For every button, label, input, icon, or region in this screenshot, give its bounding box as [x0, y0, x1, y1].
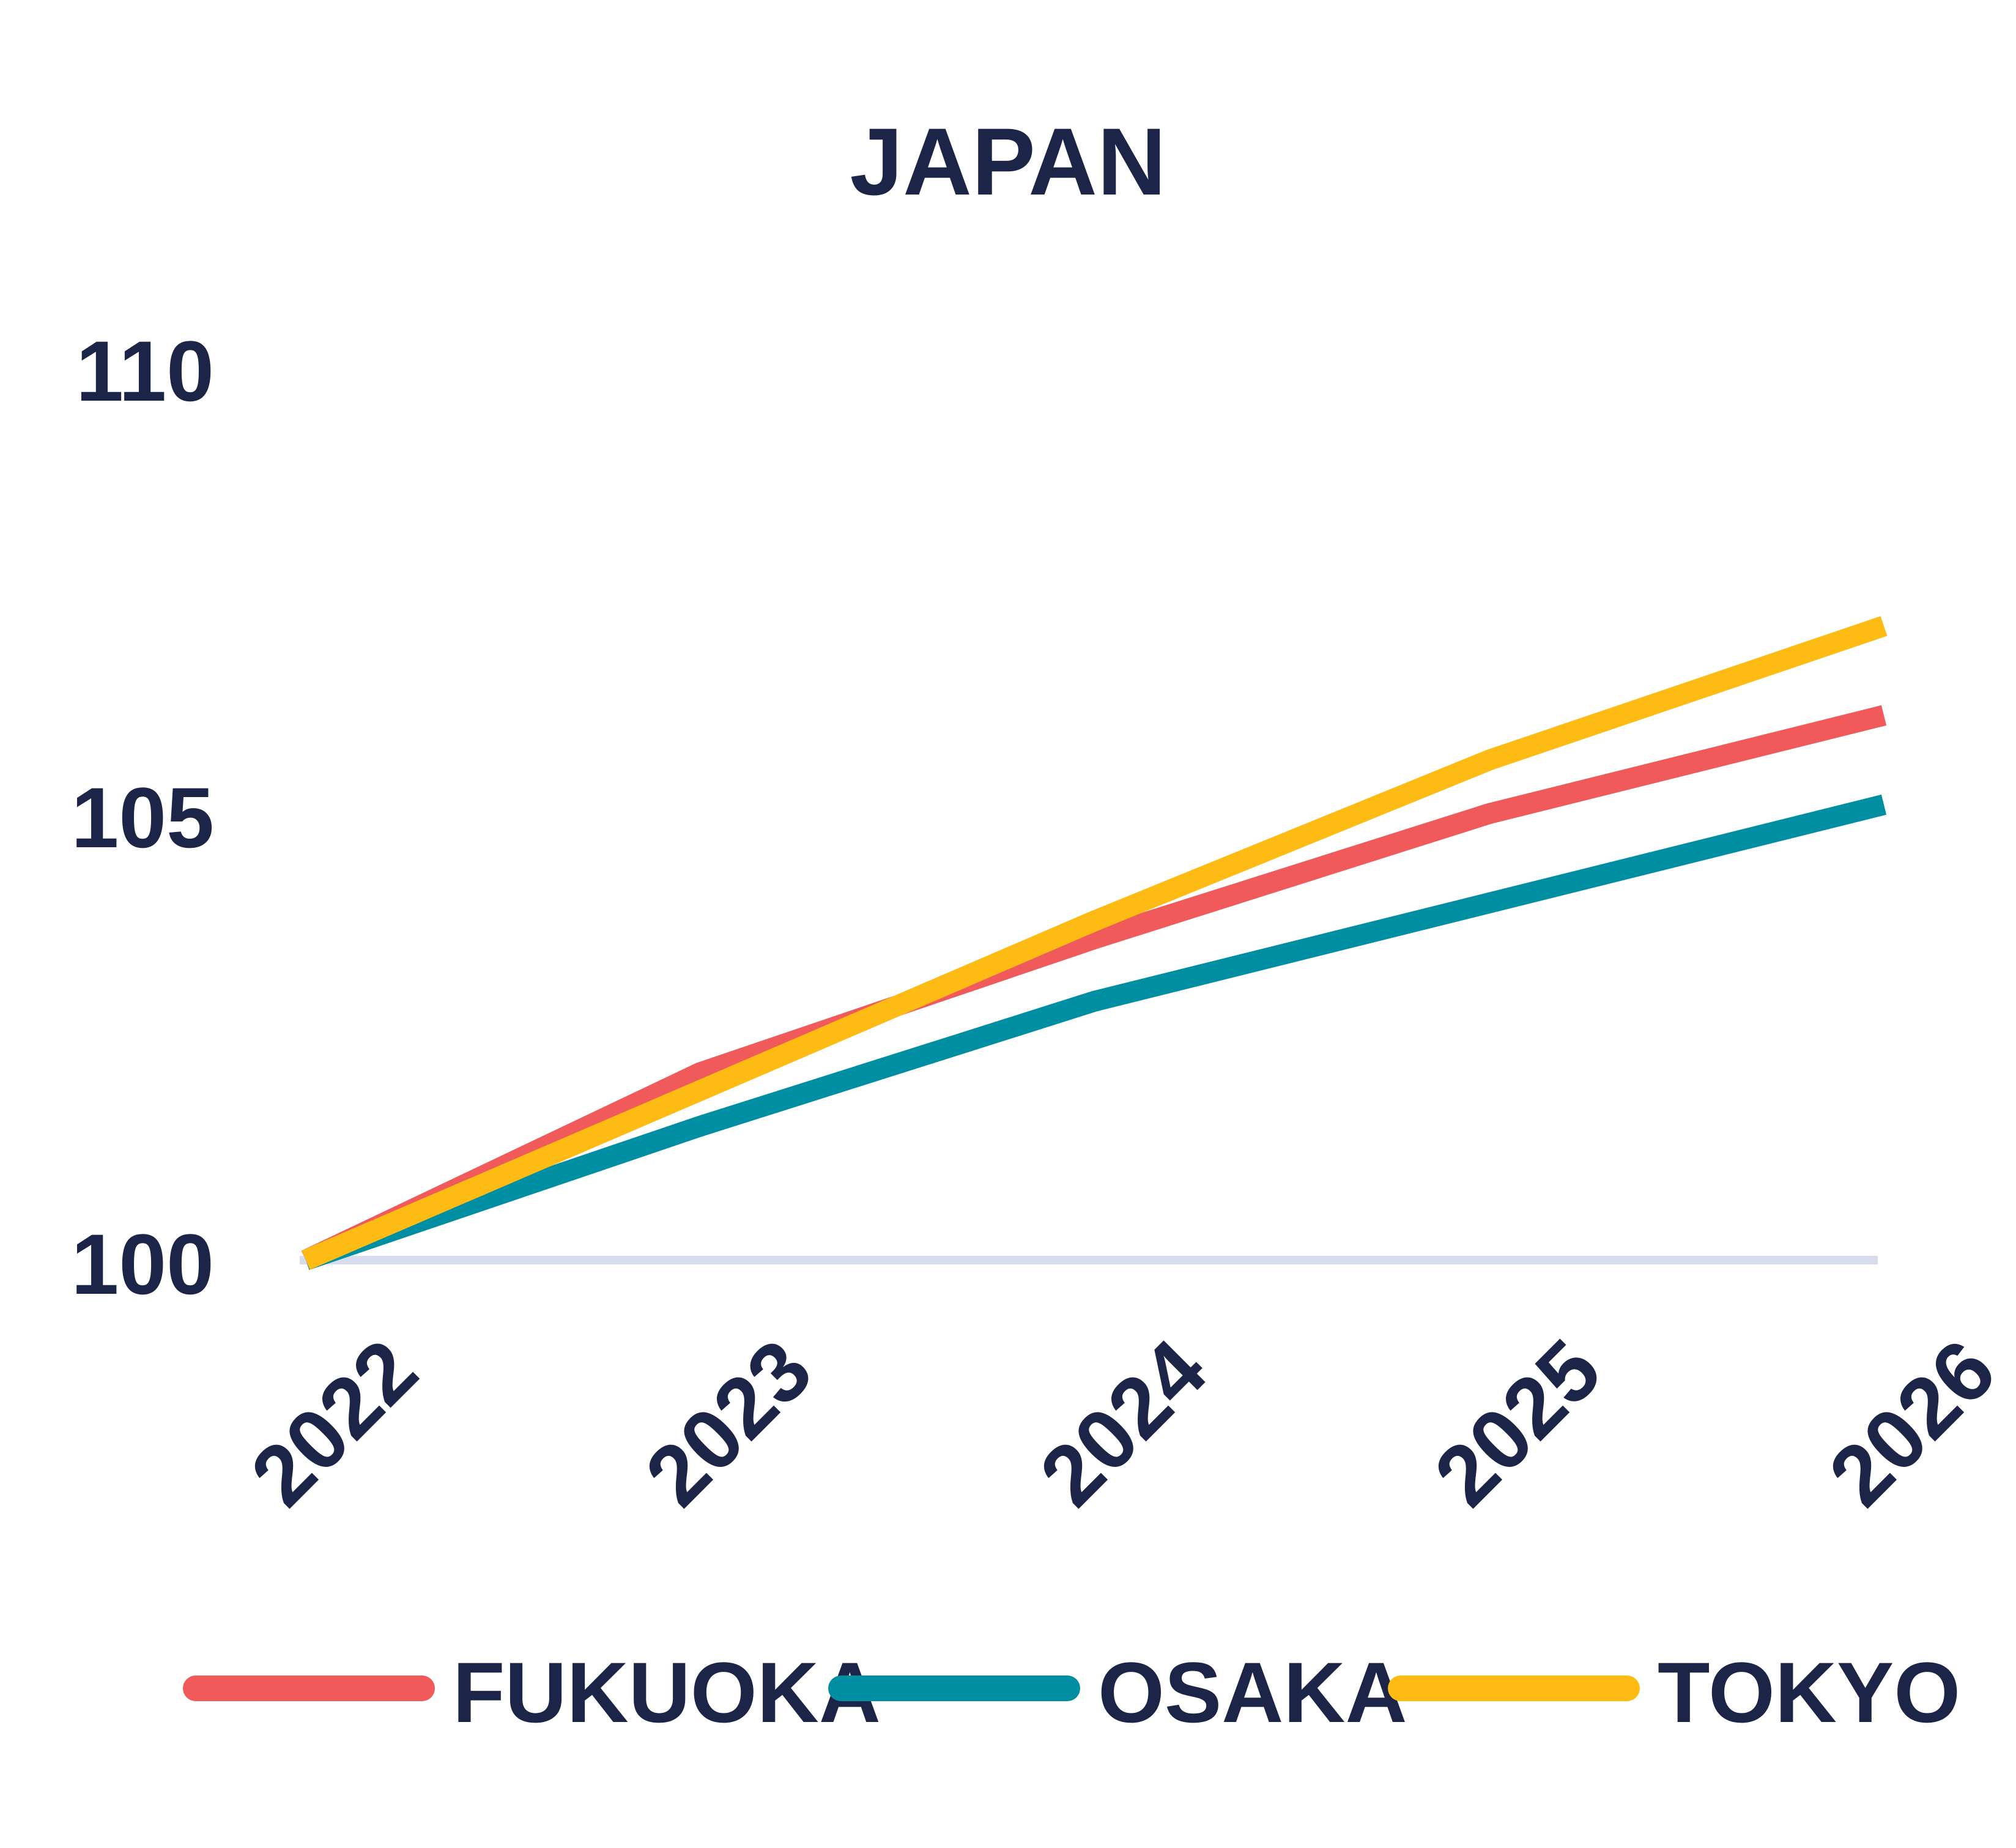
legend-label-tokyo: TOKYO [1658, 1644, 1960, 1740]
x-tick-label: 2025 [1416, 1321, 1618, 1524]
x-tick-label: 2022 [232, 1321, 435, 1524]
y-tick-label: 105 [71, 770, 214, 866]
series-line-fukuoka [301, 705, 1887, 1270]
legend: FUKUOKA OSAKA TOKYO [183, 1644, 1960, 1740]
series-line-osaka [302, 794, 1887, 1271]
legend-label-osaka: OSAKA [1098, 1644, 1407, 1740]
y-tick-label: 100 [71, 1216, 214, 1312]
legend-label-fukuoka: FUKUOKA [453, 1644, 881, 1740]
x-tick-label: 2026 [1810, 1321, 2013, 1524]
x-tick-label: 2023 [627, 1321, 829, 1524]
series-lines [301, 616, 1888, 1271]
x-tick-label: 2024 [1021, 1321, 1224, 1524]
y-axis-ticks: 100 105 110 [71, 323, 214, 1312]
y-tick-label: 110 [76, 323, 214, 419]
x-axis-ticks: 2022 2023 2024 2025 2026 [232, 1321, 2013, 1524]
chart-title: JAPAN [850, 109, 1166, 215]
series-line-tokyo [302, 616, 1888, 1270]
